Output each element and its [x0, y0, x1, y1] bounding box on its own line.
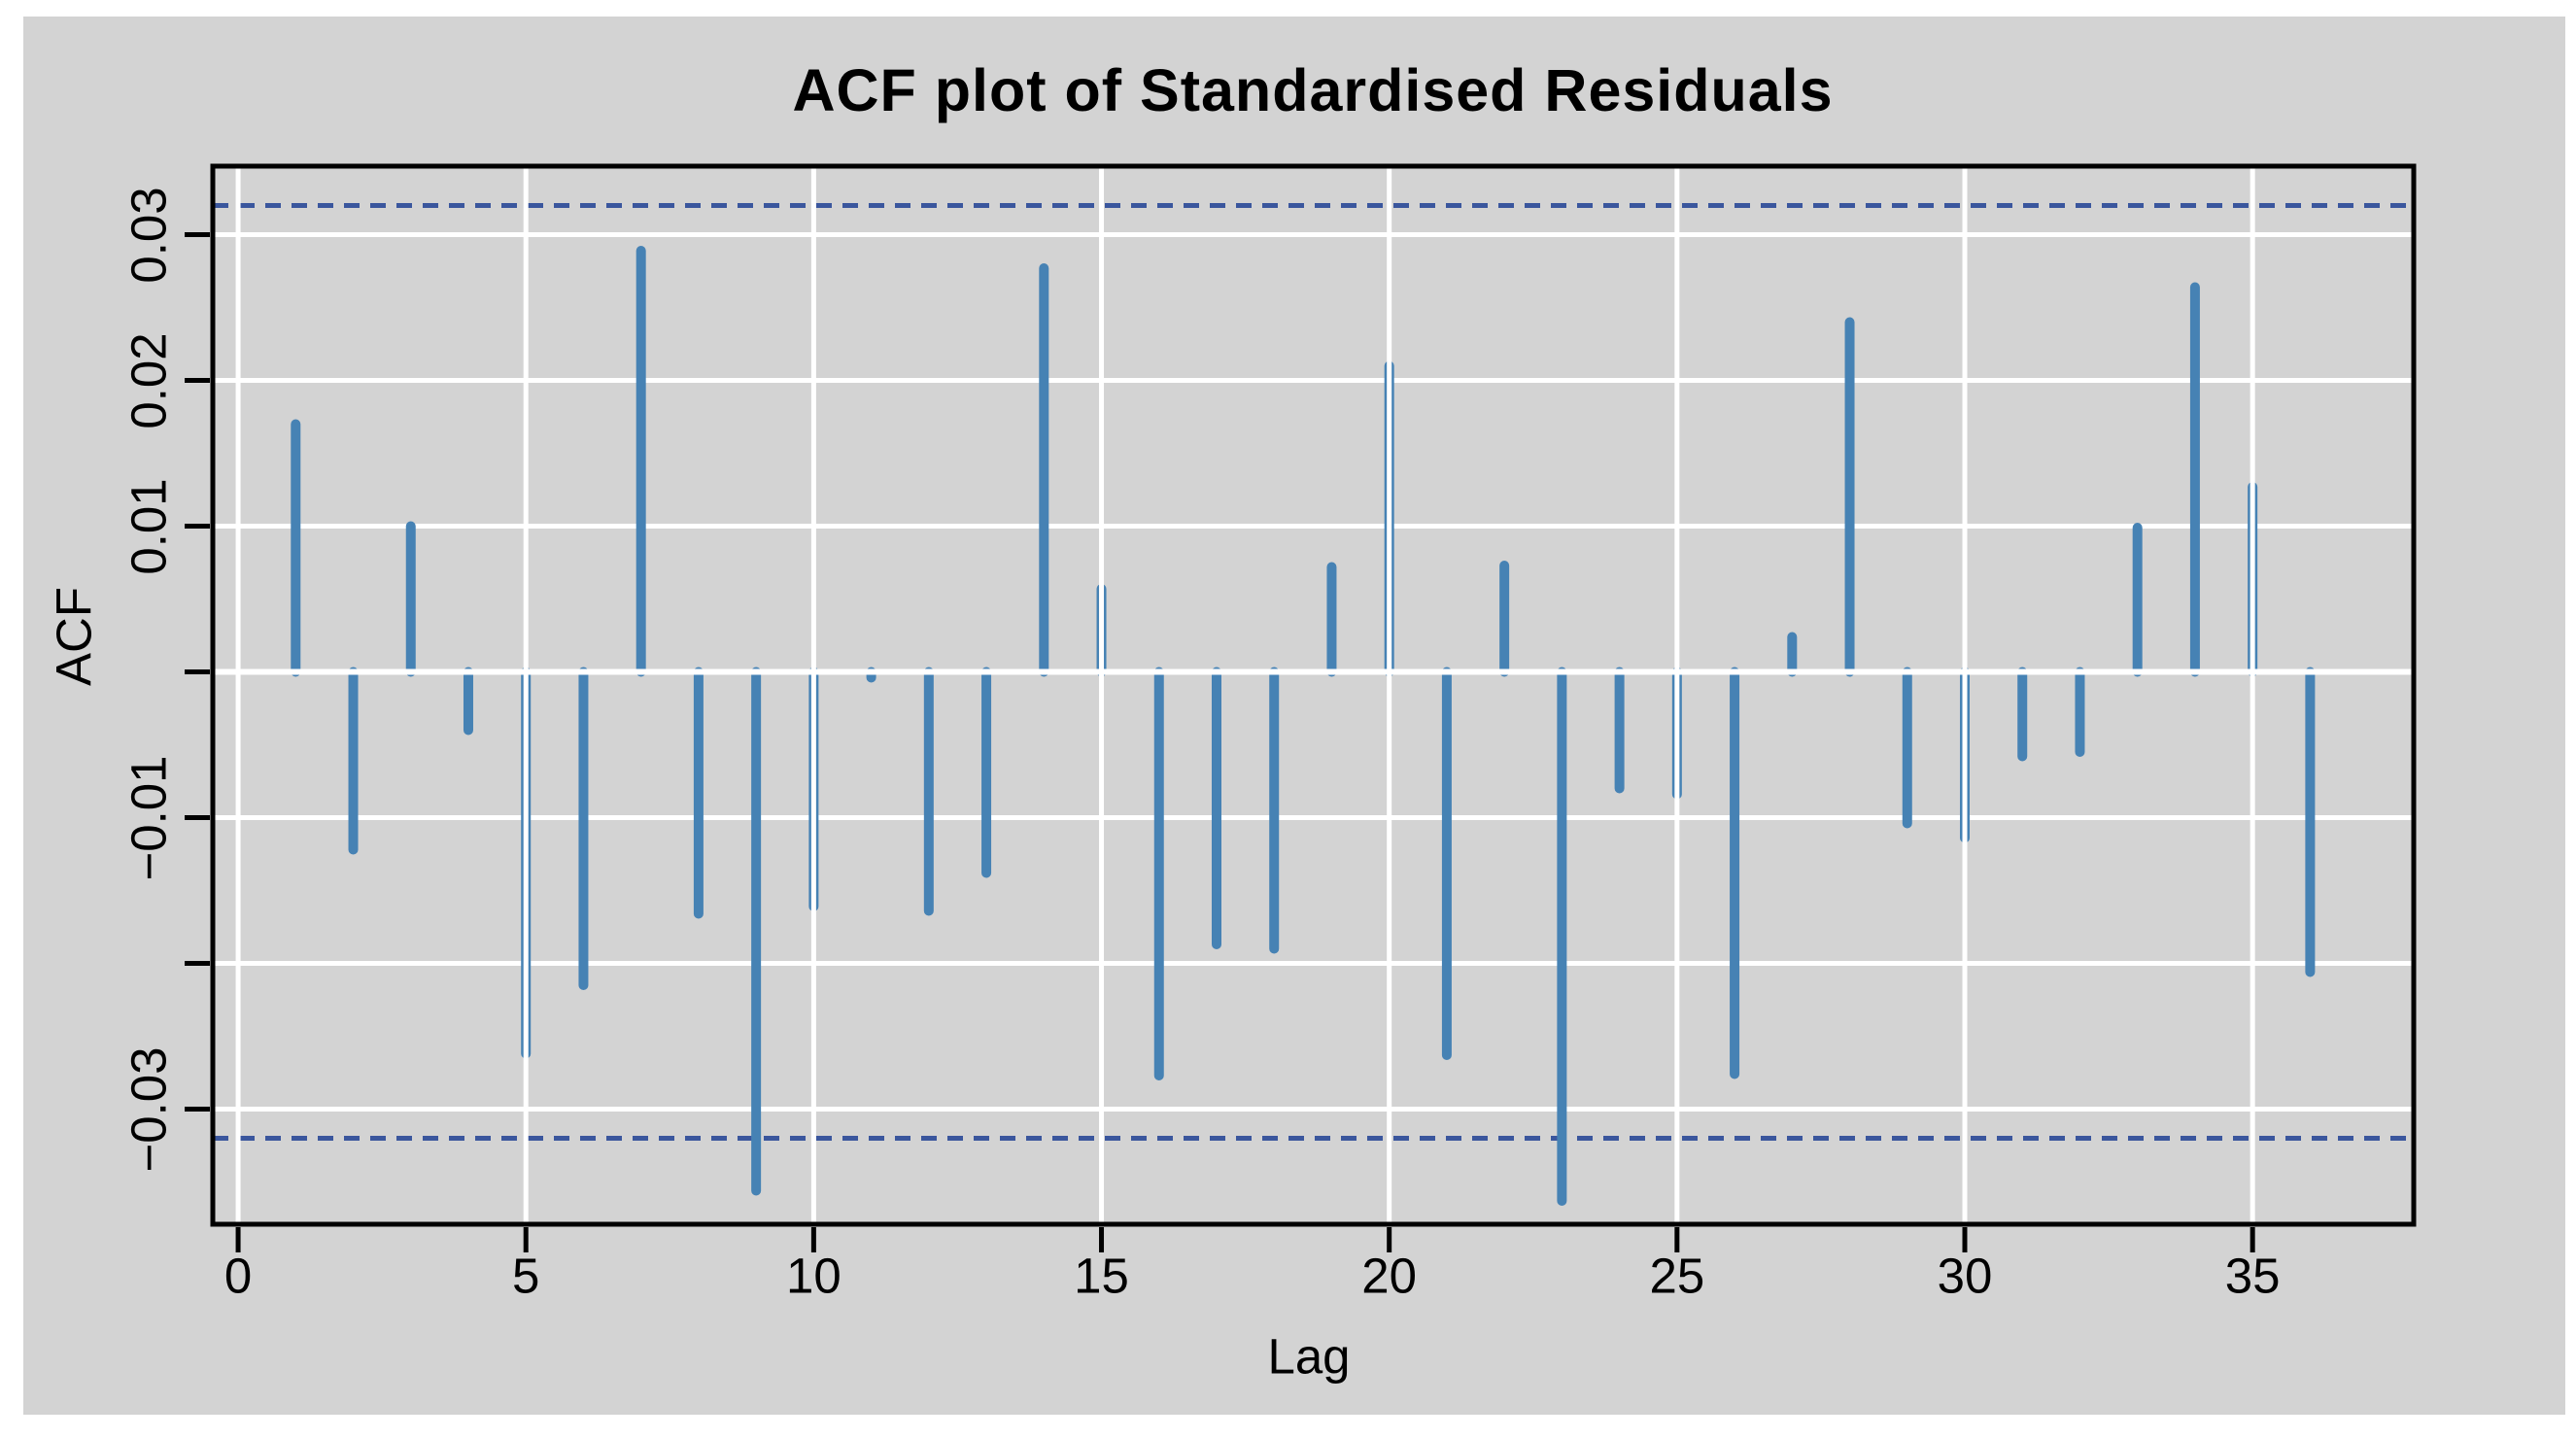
axis-box	[210, 163, 2417, 1227]
x-tick-label-20: 20	[1361, 1248, 1418, 1304]
x-tick-label-0: 0	[223, 1248, 253, 1304]
x-axis-title: Lag	[1267, 1328, 1351, 1385]
x-tick-label-10: 10	[785, 1248, 841, 1304]
x-tick-label-35: 35	[2224, 1248, 2281, 1304]
chart-title: ACF plot of Standardised Residuals	[792, 57, 1834, 123]
x-tick-label-5: 5	[512, 1248, 540, 1304]
y-tick-label-0.02: 0.02	[120, 331, 177, 429]
y-tick-label-−0.01: −0.01	[120, 754, 177, 881]
x-tick-label-15: 15	[1074, 1248, 1129, 1304]
y-tick-label-0.03: 0.03	[120, 186, 177, 284]
x-tick-label-30: 30	[1937, 1248, 1993, 1304]
plot-panel-background	[23, 17, 2565, 1415]
y-axis-title: ACF	[46, 587, 102, 686]
y-tick-label-−0.03: −0.03	[120, 1045, 177, 1173]
y-tick-label-0.01: 0.01	[120, 477, 177, 575]
x-tick-label-25: 25	[1649, 1248, 1705, 1304]
